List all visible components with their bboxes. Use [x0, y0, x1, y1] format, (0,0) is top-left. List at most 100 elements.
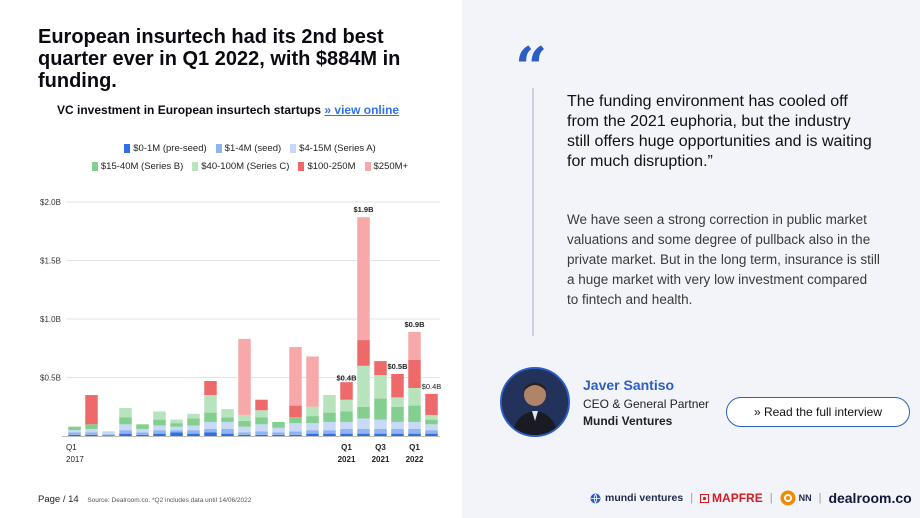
- bar-segment: [391, 433, 404, 436]
- bar-segment: [340, 399, 353, 412]
- bar-segment: [391, 421, 404, 429]
- legend-label: $15-40M (Series B): [100, 161, 184, 172]
- mapfre-logo: MAPFRE: [700, 491, 763, 505]
- legend-item: $40-100M (Series C): [192, 161, 289, 172]
- stacked-bar-chart: $2.0B $1.5B $1.0B $0.5B $0.4B $1.9B $0.5B $0.9B…: [40, 198, 442, 464]
- bar-segment: [119, 424, 132, 431]
- bar-segment: [238, 420, 251, 427]
- data-label: $0.4B: [422, 382, 442, 391]
- bar-segment: [272, 427, 285, 433]
- source-note: Source: Dealroom.co. *Q2 includes data u…: [87, 497, 252, 504]
- bar-segment: [102, 431, 115, 435]
- bar-segment: [85, 395, 98, 425]
- bar-segment: [289, 434, 302, 436]
- legend-swatch: [192, 162, 199, 171]
- avatar: [500, 367, 570, 437]
- quote-mark-icon: “: [515, 35, 548, 101]
- x-tick-label: Q1: [66, 443, 77, 452]
- bar-segment: [102, 434, 115, 436]
- page-number: / 14: [62, 494, 79, 505]
- mundi-logo-text: mundi ventures: [605, 492, 684, 504]
- bar-segment: [153, 433, 166, 436]
- data-label: $0.9B: [404, 320, 425, 329]
- x-tick-label: 2022: [406, 455, 424, 464]
- bar-segment: [187, 433, 200, 436]
- partner-logos: mundi ventures | MAPFRE | NN | dealroom.…: [590, 490, 912, 506]
- bar-segment: [408, 359, 421, 389]
- bar-segment: [408, 405, 421, 422]
- bar-segment: [374, 398, 387, 420]
- person-name: Javer Santiso: [583, 377, 675, 393]
- nn-logo: NN: [780, 490, 812, 506]
- x-tick-label: 2021: [338, 455, 356, 464]
- bar-segment: [374, 361, 387, 376]
- legend-item: $0-1M (pre-seed): [124, 143, 207, 154]
- data-label: $0.5B: [387, 362, 408, 371]
- bar-segment: [153, 430, 166, 434]
- bar-segment: [408, 421, 421, 429]
- headline: European insurtech had its 2nd best quar…: [38, 26, 401, 92]
- bar-segment: [408, 388, 421, 406]
- bar-segment: [68, 434, 81, 436]
- bar-segment: [136, 434, 149, 436]
- y-tick-label: $2.0B: [40, 198, 61, 207]
- bar-segment: [136, 424, 149, 429]
- bar-segment: [170, 423, 183, 427]
- person-org: Mundi Ventures: [583, 414, 673, 428]
- bar-segment: [272, 432, 285, 435]
- bar-segment: [374, 419, 387, 429]
- bar-segment: [357, 406, 370, 419]
- bar-segment: [391, 373, 404, 398]
- bar-segment: [170, 419, 183, 424]
- bar-segment: [425, 393, 438, 415]
- bar-segment: [391, 406, 404, 422]
- bar-segment: [204, 381, 217, 396]
- x-tick-label: 2017: [66, 455, 84, 464]
- page-label: Page: [38, 494, 61, 505]
- bar-segment: [255, 431, 268, 435]
- bar-segment: [408, 331, 421, 360]
- bar-segment: [425, 430, 438, 434]
- chart-subtitle: VC investment in European insurtech star…: [57, 103, 399, 117]
- bar-segment: [221, 417, 234, 422]
- bar-segment: [289, 431, 302, 435]
- read-interview-button[interactable]: » Read the full interview: [726, 397, 910, 427]
- bar-segment: [323, 412, 336, 422]
- quote-divider: [532, 88, 534, 336]
- bar-segment: [323, 395, 336, 413]
- logo-separator: |: [818, 492, 822, 504]
- bar-segment: [340, 433, 353, 436]
- bar-segment: [340, 428, 353, 434]
- bar-segment: [238, 432, 251, 435]
- bar-segment: [85, 424, 98, 429]
- bar-segment: [289, 405, 302, 418]
- footer-left: Page / 14 Source: Dealroom.co. *Q2 inclu…: [38, 494, 251, 505]
- bar-segment: [221, 409, 234, 418]
- left-panel: European insurtech had its 2nd best quar…: [38, 26, 442, 505]
- bar-segment: [255, 434, 268, 436]
- bar-segment: [170, 432, 183, 436]
- dealroom-logo: dealroom.co: [828, 490, 912, 506]
- bar-segment: [357, 217, 370, 341]
- view-online-link[interactable]: » view online: [324, 103, 400, 117]
- legend-item: $4-15M (Series A): [290, 143, 376, 154]
- bar-segment: [357, 418, 370, 429]
- bar-segment: [340, 421, 353, 429]
- bar-segment: [187, 430, 200, 434]
- bar-segment: [204, 428, 217, 433]
- chart-legend: $0-1M (pre-seed) $1-4M (seed) $4-15M (Seri…: [60, 143, 440, 179]
- bar-segment: [357, 428, 370, 434]
- person-role: CEO & General Partner: [583, 397, 710, 411]
- bar-segment: [306, 433, 319, 436]
- bar-segment: [374, 428, 387, 434]
- x-tick-label: Q3: [375, 443, 386, 452]
- bar-segment: [119, 430, 132, 434]
- bar-segment: [391, 428, 404, 434]
- bar-segment: [272, 421, 285, 428]
- bar-segment: [289, 347, 302, 406]
- bar-segment: [238, 338, 251, 415]
- legend-label: $1-4M (seed): [224, 143, 282, 154]
- nn-logo-text: NN: [798, 493, 812, 503]
- data-label: $1.9B: [353, 205, 374, 214]
- bar-segment: [204, 432, 217, 436]
